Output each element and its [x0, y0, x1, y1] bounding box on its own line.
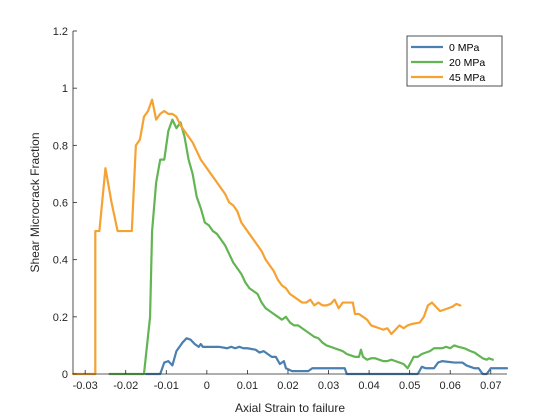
y-tick-label: 0.4: [53, 255, 68, 267]
y-tick-label: 0.2: [53, 312, 68, 324]
x-axis-label: Axial Strain to failure: [235, 401, 345, 415]
series-layer: [71, 98, 509, 376]
x-tick-label: 0.05: [399, 380, 420, 392]
x-tick-label: 0: [204, 380, 210, 392]
series-line-2: [71, 98, 462, 376]
ticks-layer: -0.03 -0.02 -0.01 0 0.01 0.02 0.03 0.04 0.05 0.06…: [53, 26, 502, 392]
x-tick-label: 0.03: [318, 380, 339, 392]
legend: 0 MPa 20 MPa 45 MPa: [406, 35, 503, 87]
x-tick-label: -0.01: [154, 380, 179, 392]
legend-label-0: 0 MPa: [449, 42, 480, 54]
series-line-1: [108, 118, 494, 376]
x-tick-label: 0.07: [480, 380, 501, 392]
legend-label-1: 20 MPa: [449, 57, 485, 69]
plot-area: [73, 31, 507, 374]
x-tick-label: -0.03: [73, 380, 98, 392]
x-tick-label: 0.04: [358, 380, 379, 392]
x-tick-label: -0.02: [113, 380, 138, 392]
y-axis-label: Shear Microcrack Fraction: [28, 132, 42, 272]
series-line-0: [144, 337, 509, 376]
y-tick-label: 0.6: [53, 198, 68, 210]
x-tick-label: 0.01: [237, 380, 258, 392]
x-tick-label: 0.02: [277, 380, 298, 392]
y-tick-label: 0.8: [53, 140, 68, 152]
y-tick-label: 1.2: [53, 26, 68, 38]
y-tick-label: 1: [62, 83, 68, 95]
y-tick-label: 0: [62, 369, 68, 381]
x-tick-label: 0.06: [440, 380, 461, 392]
legend-label-2: 45 MPa: [449, 72, 485, 84]
